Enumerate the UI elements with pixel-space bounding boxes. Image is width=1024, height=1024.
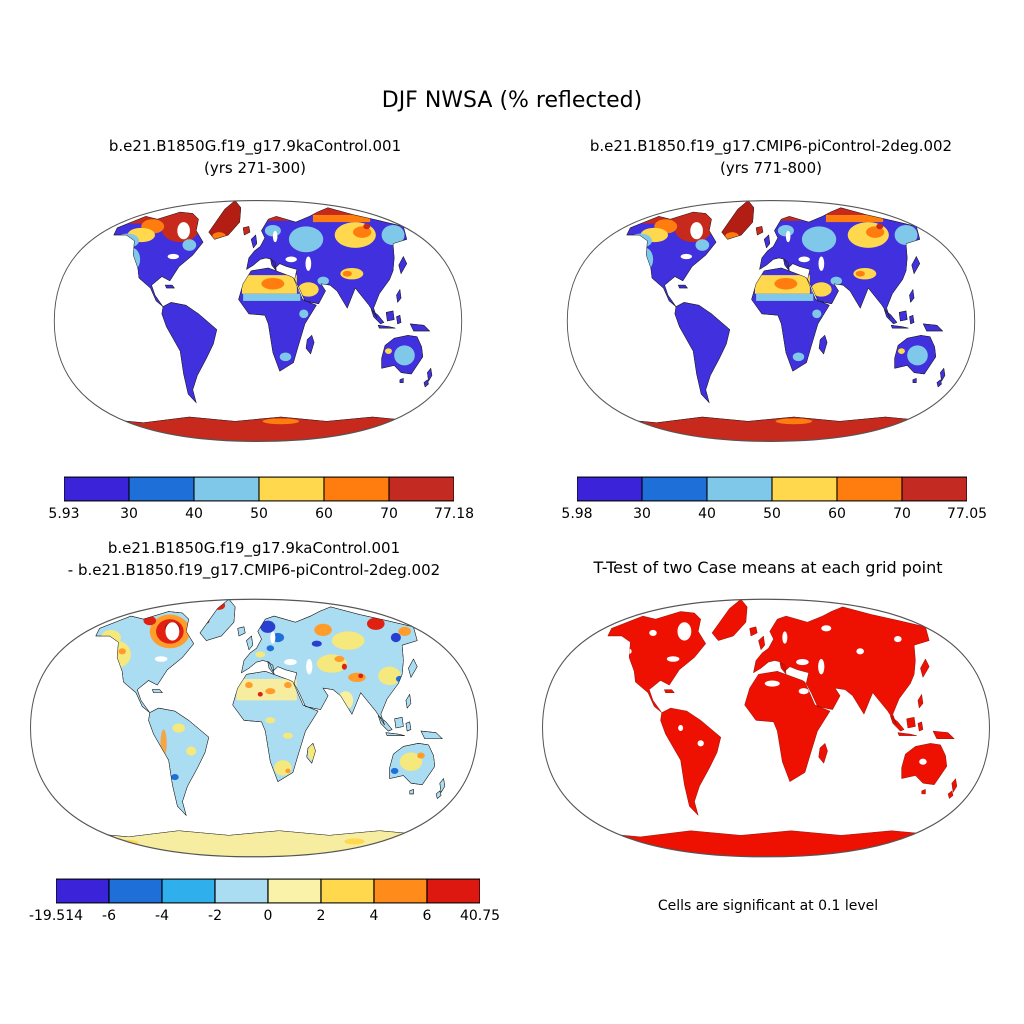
- colorbar-segment: [128, 476, 195, 502]
- colorbar-tick: 60: [315, 506, 333, 522]
- colorbar-segment: [641, 476, 708, 502]
- colorbar-segment: [193, 476, 260, 502]
- colorbar-tick: 70: [380, 506, 398, 522]
- colorbar-case1: [64, 476, 454, 502]
- panel-diff-title: b.e21.B1850G.f19_g17.9kaControl.001 - b.…: [0, 538, 508, 582]
- colorbar-segment: [388, 476, 454, 502]
- colorbar-tick: 40: [185, 506, 203, 522]
- colorbar-tick: 6: [422, 908, 432, 924]
- colorbar-tick: 5.98: [561, 506, 593, 522]
- colorbar-segment: [771, 476, 838, 502]
- colorbar-segment: [214, 878, 269, 904]
- ttest-caption: Cells are significant at 0.1 level: [657, 898, 879, 914]
- land-layer: [546, 599, 984, 857]
- colorbar-segment: [320, 878, 375, 904]
- colorbar-tick: -4: [155, 908, 169, 924]
- colorbar-tick: 2: [316, 908, 326, 924]
- land-layer: [34, 599, 472, 857]
- panel-case1-title: b.e21.B1850G.f19_g17.9kaControl.001 (yrs…: [10, 136, 500, 180]
- colorbar-tick: 70: [893, 506, 911, 522]
- colorbar-case2-ticks: 5.98 30 40 50 60 70 77.05: [561, 506, 987, 524]
- map-diff: [29, 598, 479, 858]
- panel-ttest-title: T-Test of two Case means at each grid po…: [593, 558, 943, 577]
- figure-title: DJF NWSA (% reflected): [381, 88, 643, 113]
- map-ttest: [541, 598, 991, 858]
- colorbar-tick: -6: [102, 908, 116, 924]
- colorbar-tick: 77.05: [946, 506, 988, 522]
- colorbar-segment: [108, 878, 163, 904]
- colorbar-tick: 40: [698, 506, 716, 522]
- colorbar-tick: 5.93: [48, 506, 80, 522]
- colorbar-segment: [267, 878, 322, 904]
- colorbar-tick: 30: [120, 506, 138, 522]
- colorbar-tick: 60: [828, 506, 846, 522]
- colorbar-segment: [258, 476, 325, 502]
- panel-case2-title: b.e21.B1850.f19_g17.CMIP6-piControl-2deg…: [520, 136, 1022, 180]
- colorbar-segment: [706, 476, 773, 502]
- colorbar-segment: [836, 476, 903, 502]
- colorbar-tick: 50: [250, 506, 268, 522]
- data-patches: [58, 200, 456, 442]
- colorbar-tick: 77.18: [433, 506, 475, 522]
- panel-case1-title-line1: b.e21.B1850G.f19_g17.9kaControl.001: [108, 137, 402, 155]
- colorbar-segment: [56, 878, 110, 904]
- colorbar-tick: 30: [633, 506, 651, 522]
- colorbar-segment: [901, 476, 967, 502]
- colorbar-segment: [373, 878, 428, 904]
- colorbar-tick: 50: [763, 506, 781, 522]
- colorbar-segment: [161, 878, 216, 904]
- panel-diff-title-line1: b.e21.B1850G.f19_g17.9kaControl.001: [107, 539, 401, 557]
- colorbar-diff: [56, 878, 480, 904]
- colorbar-case1-ticks: 5.93 30 40 50 60 70 77.18: [48, 506, 474, 524]
- colorbar-case2: [577, 476, 967, 502]
- colorbar-segment: [426, 878, 480, 904]
- colorbar-segment: [323, 476, 390, 502]
- colorbar-segment: [577, 476, 643, 502]
- colorbar-tick: 0: [263, 908, 273, 924]
- colorbar-tick: -19.514: [28, 908, 84, 924]
- colorbar-tick: -2: [208, 908, 222, 924]
- colorbar-segment: [64, 476, 130, 502]
- map-case2: [566, 199, 976, 443]
- panel-case2-title-line1: b.e21.B1850.f19_g17.CMIP6-piControl-2deg…: [589, 137, 953, 155]
- panel-case1-title-line2: (yrs 271-300): [203, 158, 306, 177]
- panel-diff-title-line2: - b.e21.B1850.f19_g17.CMIP6-piControl-2d…: [67, 560, 441, 579]
- colorbar-tick: 4: [369, 908, 379, 924]
- data-patches: [571, 200, 969, 442]
- colorbar-tick: 40.75: [459, 908, 501, 924]
- map-case1: [53, 199, 463, 443]
- panel-case2-title-line2: (yrs 771-800): [719, 158, 822, 177]
- colorbar-diff-ticks: -19.514 -6 -4 -2 0 2 4 6 40.75: [29, 908, 500, 926]
